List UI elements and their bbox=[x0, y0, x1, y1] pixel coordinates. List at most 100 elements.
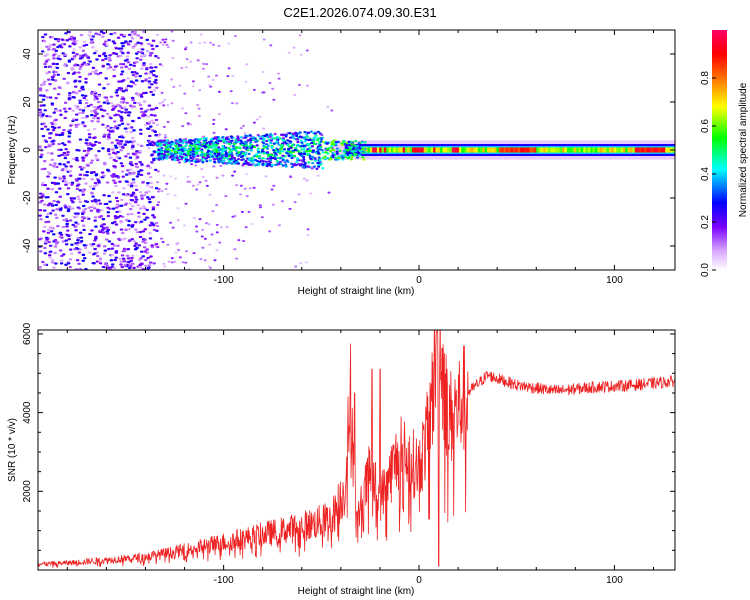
heatmap-cell bbox=[148, 237, 153, 240]
heatmap-cell bbox=[74, 123, 78, 127]
heatmap-cell bbox=[292, 46, 296, 49]
heatmap-cell bbox=[363, 141, 367, 144]
heatmap-cell bbox=[115, 199, 120, 203]
heatmap-cell bbox=[653, 147, 657, 153]
heatmap-cell bbox=[75, 64, 80, 67]
heatmap-cell bbox=[91, 66, 96, 69]
heatmap-cell bbox=[288, 132, 292, 135]
heatmap-cell bbox=[299, 53, 303, 56]
heatmap-cell bbox=[83, 257, 87, 260]
heatmap-cell bbox=[74, 113, 79, 116]
heatmap-cell bbox=[114, 159, 118, 163]
heatmap-cell bbox=[482, 147, 486, 153]
heatmap-cell bbox=[141, 240, 145, 243]
heatmap-cell bbox=[386, 147, 390, 153]
heatmap-cell bbox=[166, 193, 170, 196]
heatmap-cell bbox=[93, 98, 97, 101]
heatmap-cell bbox=[69, 36, 74, 39]
heatmap-cell bbox=[75, 184, 80, 187]
spectrogram-x-label: Height of straight line (km) bbox=[298, 286, 415, 297]
heatmap-cell bbox=[266, 135, 270, 139]
heatmap-cell bbox=[94, 157, 99, 160]
heatmap-cell bbox=[92, 105, 97, 109]
heatmap-cell bbox=[50, 259, 55, 262]
heatmap-cell bbox=[354, 153, 358, 156]
heatmap-cell bbox=[48, 43, 53, 46]
heatmap-cell bbox=[120, 198, 124, 201]
heatmap-cell bbox=[302, 177, 306, 180]
heatmap-cell bbox=[275, 159, 279, 163]
heatmap-cell bbox=[311, 162, 315, 165]
heatmap-cell bbox=[139, 144, 144, 147]
heatmap-cell bbox=[75, 187, 80, 190]
heatmap-cell bbox=[529, 147, 533, 153]
heatmap-cell bbox=[281, 139, 285, 142]
heatmap-cell bbox=[376, 147, 380, 153]
heatmap-cell bbox=[53, 79, 58, 82]
heatmap-cell bbox=[489, 147, 493, 153]
heatmap-cell bbox=[171, 56, 175, 59]
heatmap-cell bbox=[248, 134, 252, 137]
heatmap-cell bbox=[132, 64, 136, 67]
heatmap-cell bbox=[88, 136, 92, 139]
heatmap-cell bbox=[43, 252, 48, 255]
heatmap-cell bbox=[94, 237, 98, 240]
heatmap-cell bbox=[277, 224, 281, 227]
heatmap-cell bbox=[162, 156, 166, 159]
heatmap-cell bbox=[189, 123, 193, 126]
heatmap-cell bbox=[73, 64, 77, 67]
heatmap-cell bbox=[84, 63, 89, 67]
heatmap-cell bbox=[133, 221, 138, 224]
heatmap-cell bbox=[81, 159, 86, 162]
heatmap-cell bbox=[625, 147, 629, 153]
heatmap-cell bbox=[265, 133, 269, 136]
heatmap-cell bbox=[302, 153, 306, 156]
heatmap-cell bbox=[140, 197, 144, 200]
heatmap-cell bbox=[80, 85, 85, 88]
heatmap-cell bbox=[112, 266, 117, 269]
heatmap-cell bbox=[667, 147, 671, 153]
heatmap-cell bbox=[213, 259, 217, 262]
heatmap-cell bbox=[67, 60, 72, 63]
heatmap-cell bbox=[94, 32, 99, 35]
heatmap-cell bbox=[68, 45, 72, 48]
heatmap-cell bbox=[463, 147, 467, 153]
heatmap-cell bbox=[41, 193, 45, 196]
heatmap-cell bbox=[43, 240, 48, 243]
heatmap-cell bbox=[93, 247, 97, 251]
heatmap-cell bbox=[126, 61, 131, 64]
heatmap-cell bbox=[215, 149, 219, 152]
heatmap-cell bbox=[350, 156, 354, 159]
heatmap-cell bbox=[173, 260, 177, 263]
heatmap-cell bbox=[244, 159, 248, 163]
heatmap-cell bbox=[64, 32, 68, 35]
heatmap-cell bbox=[236, 157, 240, 161]
heatmap-cell bbox=[151, 206, 156, 209]
heatmap-cell bbox=[646, 147, 650, 153]
heatmap-cell bbox=[139, 132, 143, 135]
heatmap-cell bbox=[222, 157, 226, 160]
heatmap-cell bbox=[88, 60, 92, 63]
heatmap-cell bbox=[129, 85, 133, 88]
heatmap-cell bbox=[298, 34, 302, 37]
heatmap-cell bbox=[199, 258, 203, 261]
heatmap-cell bbox=[106, 57, 111, 60]
heatmap-cell bbox=[242, 240, 246, 243]
heatmap-cell bbox=[101, 218, 106, 221]
heatmap-cell bbox=[165, 139, 169, 142]
heatmap-cell bbox=[73, 80, 77, 83]
heatmap-cell bbox=[220, 156, 224, 159]
heatmap-cell bbox=[161, 43, 165, 46]
heatmap-cell bbox=[279, 133, 283, 136]
heatmap-cell bbox=[90, 192, 94, 195]
heatmap-cell bbox=[76, 195, 80, 198]
heatmap-cell bbox=[299, 164, 303, 167]
heatmap-cell bbox=[300, 141, 304, 144]
heatmap-cell bbox=[151, 121, 156, 125]
heatmap-cell bbox=[268, 153, 272, 156]
heatmap-cell bbox=[46, 187, 50, 190]
heatmap-cell bbox=[536, 147, 540, 153]
heatmap-cell bbox=[88, 185, 93, 188]
heatmap-cell bbox=[130, 147, 134, 150]
heatmap-cell bbox=[217, 90, 221, 93]
